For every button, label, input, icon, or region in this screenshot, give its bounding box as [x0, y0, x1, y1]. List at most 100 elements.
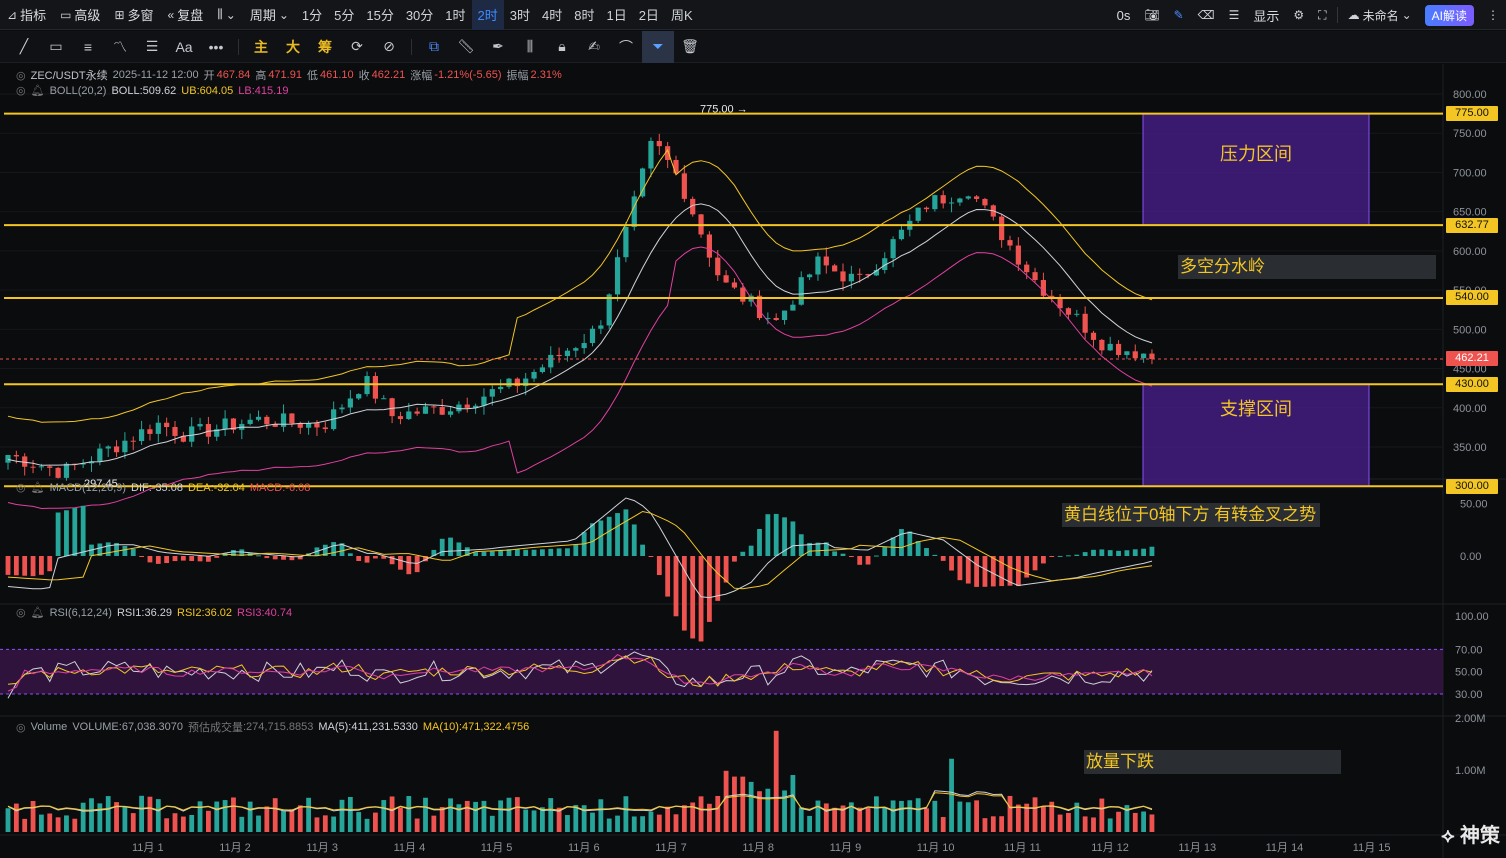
cycle-tool[interactable]: ⟳ [341, 31, 373, 63]
lock-tool[interactable]: 🔒︎ [546, 31, 578, 63]
macd-annotation[interactable]: 黄白线位于0轴下方 有转金叉之势 [1062, 503, 1320, 527]
macd-histogram-bar [281, 556, 286, 560]
candle-body [923, 207, 930, 210]
open-key: 开 [203, 70, 215, 82]
volume-name: Volume [30, 721, 68, 733]
wave-tool[interactable]: 〽 [104, 31, 136, 63]
chart-canvas[interactable]: 800.00750.00700.00650.00600.00550.00500.… [0, 64, 1506, 858]
more-tools-button[interactable]: ••• [200, 31, 232, 63]
fib-tool[interactable]: ☰ [136, 31, 168, 63]
rectangle-tool[interactable]: ▭ [40, 31, 72, 63]
low-marker: ← 297.45 [70, 478, 118, 490]
layout-dropdown[interactable]: ☁ 未命名 ⌄ [1347, 8, 1412, 23]
rsi-axis-label: 30.00 [1455, 689, 1483, 701]
main-force-button[interactable]: 主 [254, 38, 268, 55]
macd-histogram-bar [389, 556, 395, 565]
indicator-button[interactable]: ⊿ 指标 [7, 7, 47, 24]
magnet-tool[interactable]: ⌒ [610, 31, 642, 63]
timeframe-tab[interactable]: 15分 [366, 8, 394, 23]
rsi-legend: ◎ 🔔︎ RSI(6,12,24) RSI1:36.29 RSI2:36.02 … [16, 606, 292, 620]
parallel-channel-tool[interactable]: ≡ [72, 31, 104, 63]
eraser-button[interactable]: ⌫ [1191, 0, 1222, 30]
settings-button[interactable]: ⚙ [1286, 0, 1311, 30]
bull-bear-annotation[interactable]: 多空分水岭 [1178, 255, 1436, 279]
delete-drawings-button[interactable]: 🗑︎ [674, 31, 706, 63]
macd-histogram-bar [164, 556, 170, 564]
display-button[interactable]: 显示 [1253, 8, 1280, 24]
volume-bar [748, 781, 754, 832]
timeframe-tab[interactable]: 8时 [574, 8, 595, 23]
advanced-button[interactable]: ▭ 高级 [60, 7, 101, 24]
filter-tool[interactable]: ⏷ [642, 30, 674, 63]
trend-line-tool[interactable]: ╱ [8, 31, 40, 63]
more-icon: ••• [208, 38, 224, 55]
ai-interpret-button[interactable]: AI解读 [1424, 4, 1474, 26]
ruler-tool[interactable]: 📏︎ [450, 31, 482, 63]
macd-histogram-bar [13, 556, 19, 576]
lock-icon: 🔒︎ [558, 38, 566, 54]
draw-edit-button[interactable]: ✎ [1167, 0, 1191, 30]
eye-icon[interactable]: ◎ [16, 607, 26, 619]
replay-button[interactable]: « 复盘 [167, 7, 204, 24]
volume-bar [698, 796, 704, 832]
list-button[interactable]: ☰ [1222, 0, 1247, 30]
volume-bar [740, 776, 746, 832]
timeframe-tab[interactable]: 1日 [606, 8, 627, 23]
fullscreen-button[interactable]: ⛶ [1311, 0, 1333, 30]
macd-histogram-bar [974, 556, 979, 587]
macd-histogram-bar [448, 537, 453, 556]
timeframe-tab[interactable]: 1时 [445, 8, 466, 23]
volume-annotation[interactable]: 放量下跌 [1084, 750, 1341, 774]
timeframe-tab[interactable]: 2日 [638, 8, 659, 23]
volume-bar [623, 796, 629, 832]
volume-bar [72, 818, 78, 832]
no-draw-tool[interactable]: ⊘ [373, 31, 405, 63]
text-tool[interactable]: Aa [168, 31, 200, 63]
bell-icon[interactable]: 🔔︎ [30, 482, 45, 494]
bar-stats-tool[interactable]: ⫼ [514, 31, 546, 63]
timeframe-tab[interactable]: 30分 [405, 8, 434, 23]
camera-button[interactable]: 📷︎ [1137, 0, 1166, 30]
macd-histogram-bar [289, 556, 295, 561]
pencil-icon: ✎ [1173, 8, 1184, 22]
eye-icon[interactable]: ◎ [16, 85, 26, 97]
timeframe-tab[interactable]: 4时 [542, 8, 563, 23]
volume-bar [924, 808, 929, 832]
bell-icon[interactable]: 🔔︎ [30, 85, 45, 97]
chart-type-button[interactable]: ⫼ ⌄ [210, 0, 243, 30]
volume-bar [1032, 797, 1038, 832]
timeframe-tab[interactable]: 周K [670, 8, 693, 23]
volume-bar [815, 800, 821, 832]
timeframe-tab[interactable]: 5分 [334, 8, 355, 23]
eye-icon[interactable]: ◎ [16, 721, 26, 734]
volume-bar [615, 815, 620, 832]
chip-button[interactable]: 筹 [318, 38, 332, 55]
candle-body [306, 423, 312, 428]
candle-body [539, 367, 545, 372]
bell-icon[interactable]: 🔔︎ [30, 607, 45, 619]
period-dropdown[interactable]: 周期 ⌄ [249, 7, 289, 24]
macd-histogram-bar [665, 556, 671, 597]
timeframe-tab[interactable]: 1分 [301, 8, 323, 23]
copy-tool[interactable]: ⧉ [418, 31, 450, 63]
timeframe-tab[interactable]: 2时 [471, 0, 504, 30]
eye-icon[interactable]: ◎ [16, 69, 26, 82]
volume-bar [732, 776, 737, 832]
volume-bar [1041, 806, 1046, 832]
big-order-button[interactable]: 大 [286, 38, 300, 55]
pen-tool[interactable]: ✒ [482, 31, 514, 63]
volume-bar [55, 817, 61, 832]
macd-histogram-bar [1132, 549, 1138, 556]
trash-icon: 🗑︎ [681, 38, 699, 54]
volume-bar [690, 802, 696, 832]
multi-window-button[interactable]: ⊞ 多窗 [114, 7, 154, 24]
timeframe-tab[interactable]: 3时 [509, 8, 530, 23]
volume-bar [448, 798, 453, 832]
macd-histogram-bar [924, 548, 929, 556]
more-menu-button[interactable]: ⋮ [1480, 0, 1506, 30]
note-tool[interactable]: ✍ [578, 31, 610, 63]
candle-body [1057, 298, 1063, 309]
chart-area[interactable]: 800.00750.00700.00650.00600.00550.00500.… [0, 64, 1506, 858]
eye-icon[interactable]: ◎ [16, 482, 26, 494]
change-key: 涨幅 [410, 70, 433, 82]
